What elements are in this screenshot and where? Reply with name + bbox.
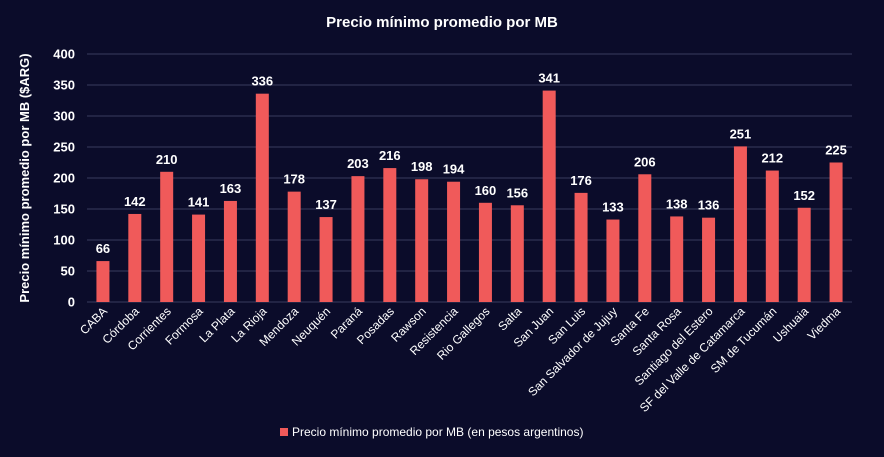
bar xyxy=(606,219,620,302)
legend-swatch xyxy=(280,428,288,436)
data-label: 160 xyxy=(475,183,497,198)
data-label: 225 xyxy=(825,143,847,158)
data-label: 137 xyxy=(315,197,337,212)
data-label: 136 xyxy=(698,198,720,213)
data-label: 251 xyxy=(730,126,752,141)
y-tick-label: 0 xyxy=(68,295,75,310)
data-label: 210 xyxy=(156,152,178,167)
y-tick-label: 250 xyxy=(53,140,75,155)
bars xyxy=(96,90,843,303)
y-axis-label: Precio mínimo promedio por MB ($ARG) xyxy=(17,53,32,302)
bar xyxy=(765,170,779,302)
bar xyxy=(447,181,461,302)
data-label: 163 xyxy=(220,181,242,196)
bar xyxy=(415,179,429,302)
bar xyxy=(829,162,843,302)
bar xyxy=(287,191,301,302)
data-labels: 66 142 210 141 163 336 178 137 203 216 198 194 160 15… xyxy=(96,71,847,257)
legend: Precio mínimo promedio por MB (en pesos … xyxy=(280,425,583,439)
bar xyxy=(383,168,397,302)
y-tick-label: 200 xyxy=(53,171,75,186)
bar xyxy=(702,217,716,302)
data-label: 212 xyxy=(761,151,783,166)
y-tick-label: 350 xyxy=(53,78,75,93)
bar xyxy=(510,205,524,302)
data-label: 142 xyxy=(124,194,146,209)
y-tick-label: 400 xyxy=(53,47,75,62)
data-label: 176 xyxy=(570,173,592,188)
data-label: 66 xyxy=(96,241,110,256)
chart-title: Precio mínimo promedio por MB xyxy=(326,14,558,31)
data-label: 206 xyxy=(634,154,656,169)
y-tick-label: 100 xyxy=(53,233,75,248)
bar xyxy=(574,192,588,302)
data-label: 194 xyxy=(443,162,465,177)
x-tick-label: Ushuaia xyxy=(770,304,811,345)
bar xyxy=(733,146,747,302)
bar xyxy=(797,207,811,302)
bar xyxy=(160,171,174,302)
bar xyxy=(351,176,365,302)
y-tick-label: 50 xyxy=(61,264,75,279)
y-tick-label: 300 xyxy=(53,109,75,124)
data-label: 336 xyxy=(251,74,273,89)
bar xyxy=(670,216,684,302)
data-label: 152 xyxy=(793,188,815,203)
bar xyxy=(223,200,237,302)
bar xyxy=(192,214,206,302)
data-label: 133 xyxy=(602,200,624,215)
data-label: 203 xyxy=(347,156,369,171)
data-label: 216 xyxy=(379,148,401,163)
bar xyxy=(478,202,492,302)
bar xyxy=(255,93,269,303)
bar xyxy=(319,217,333,302)
legend-label: Precio mínimo promedio por MB (en pesos … xyxy=(292,425,583,439)
data-label: 341 xyxy=(538,71,560,86)
data-label: 141 xyxy=(188,195,210,210)
bar xyxy=(96,261,110,302)
data-label: 138 xyxy=(666,196,688,211)
y-tick-label: 150 xyxy=(53,202,75,217)
x-tick-label: Viedma xyxy=(805,304,844,343)
data-label: 178 xyxy=(283,172,305,187)
data-label: 198 xyxy=(411,159,433,174)
bar xyxy=(638,174,652,302)
bar xyxy=(542,90,556,302)
y-axis-ticks: 0 50 100 150 200 250 300 350 400 xyxy=(53,47,75,310)
bar xyxy=(128,213,142,302)
gridlines xyxy=(87,53,852,303)
data-label: 156 xyxy=(506,185,528,200)
